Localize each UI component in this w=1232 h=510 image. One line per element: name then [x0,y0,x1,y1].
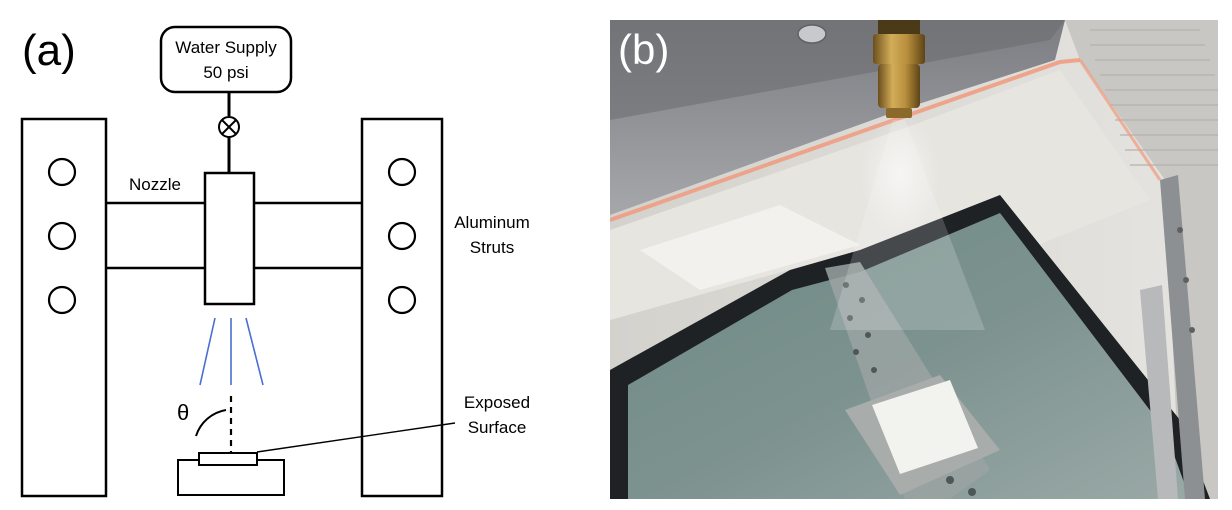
right-strut-hole [387,221,417,251]
angle-arc [195,409,227,437]
right-strut-hole [387,157,417,187]
sample-holder [177,459,285,496]
surface-label: Surface [468,418,527,437]
left-strut-hole [47,157,77,187]
aluminum-label: Aluminum [454,213,530,232]
exposed-label: Exposed [464,393,530,412]
surface-leader-line [256,422,456,453]
exposed-surface-sample [198,452,258,466]
nozzle-label: Nozzle [129,175,181,194]
valve-icon [218,116,240,138]
spray-lines [199,317,264,386]
nozzle-body [203,171,256,306]
water-supply-box [159,25,293,94]
left-strut-hole [47,285,77,315]
struts-label: Struts [470,238,514,257]
right-strut-hole [387,285,417,315]
theta-symbol: θ [177,400,189,425]
panel-b-tag: (b) [618,26,669,73]
left-strut-hole [47,221,77,251]
panel-a-tag: (a) [22,26,76,75]
water-supply-label: Water Supply [175,38,277,57]
water-pressure-label: 50 psi [203,63,248,82]
schematic-panel-a: (a) Water Supply 50 psi Nozzle [20,25,530,498]
